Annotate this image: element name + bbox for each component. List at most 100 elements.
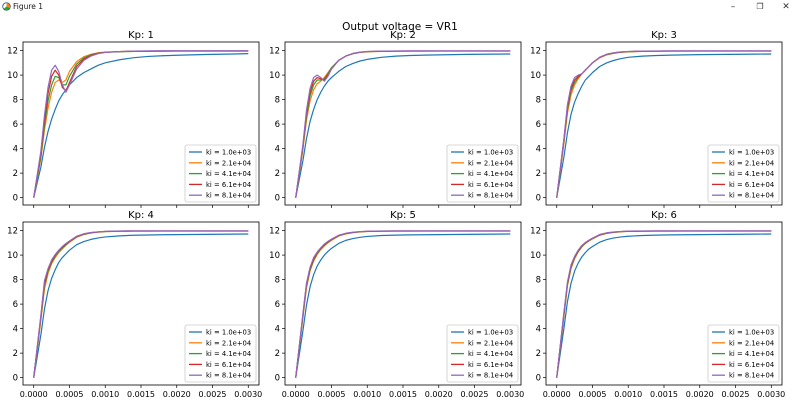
y-tick-label: 6 [13, 120, 18, 130]
maximize-button[interactable]: ❐ [756, 2, 764, 11]
series-line [295, 50, 511, 198]
legend-frame [446, 144, 519, 203]
plot-area [556, 50, 772, 198]
legend-label: ki = 4.1e+04 [206, 170, 251, 178]
legend-label: ki = 2.1e+04 [206, 339, 251, 347]
x-tick-label: 0.0015 [650, 390, 678, 399]
x-tick-label: 0.0020 [425, 390, 453, 399]
x-tick-label: 0.0020 [686, 390, 714, 399]
close-button[interactable]: ✕ [782, 2, 790, 12]
y-tick-label: 12 [530, 47, 541, 57]
legend-label: ki = 2.1e+04 [729, 339, 774, 347]
window-title: Figure 1 [13, 2, 44, 11]
y-tick-label: 6 [536, 300, 541, 310]
y-tick-label: 4 [13, 145, 18, 155]
y-tick-label: 10 [269, 251, 280, 261]
y-tick-label: 6 [13, 300, 18, 310]
series-line [556, 233, 772, 378]
subplot-title: Kp: 6 [651, 210, 677, 221]
y-tick-label: 10 [7, 251, 18, 261]
series-line [33, 230, 249, 378]
legend-label: ki = 4.1e+04 [468, 350, 513, 358]
x-tick-label: 0.0005 [317, 390, 345, 399]
legend-label: ki = 6.1e+04 [729, 181, 774, 189]
subplot-6: Kp: 6 0 2 4 6 8 10 12 0.0000 0.0005 0.0010 0.0015 0.… [530, 210, 785, 399]
legend-label: ki = 1.0e+03 [729, 329, 774, 337]
plot-area [556, 230, 772, 378]
y-tick-label: 2 [13, 349, 18, 359]
figure-canvas: Output voltage = VR1 Kp: 1 0 2 4 6 8 10 12 ki = … [7, 21, 785, 399]
y-tick-label: 8 [536, 96, 541, 106]
series-line [556, 53, 772, 198]
y-tick-label: 4 [536, 325, 541, 335]
x-tick-label: 0.0025 [199, 390, 227, 399]
minimize-button[interactable]: – [730, 2, 736, 12]
subplot-5: Kp: 5 0 2 4 6 8 10 12 0.0000 0.0005 0.0010 0.0015 0.… [269, 210, 524, 399]
y-tick-label: 8 [536, 276, 541, 286]
subplot-title: Kp: 5 [390, 210, 416, 221]
y-tick-label: 4 [13, 325, 18, 335]
axes-frame [284, 221, 522, 386]
legend-label: ki = 4.1e+04 [729, 350, 774, 358]
subplot-title: Kp: 1 [128, 30, 154, 41]
x-tick-label: 0.0030 [757, 390, 785, 399]
y-tick-label: 12 [7, 47, 18, 57]
y-tick-label: 0 [13, 194, 18, 204]
legend-label: ki = 2.1e+04 [729, 159, 774, 167]
legend-label: ki = 4.1e+04 [468, 170, 513, 178]
legend-label: ki = 2.1e+04 [468, 159, 513, 167]
legend-frame [446, 324, 519, 383]
y-tick-label: 8 [275, 276, 280, 286]
y-tick-label: 4 [536, 145, 541, 155]
y-tick-label: 10 [7, 71, 18, 81]
x-tick-label: 0.0005 [578, 390, 606, 399]
y-tick-label: 0 [275, 374, 280, 384]
y-tick-label: 12 [269, 227, 280, 237]
legend-frame [184, 144, 257, 203]
x-tick-label: 0.0015 [389, 390, 417, 399]
y-tick-label: 12 [269, 47, 280, 57]
subplot-4: Kp: 4 0 2 4 6 8 10 12 0.0000 0.0005 0.0010 0.0015 0.… [7, 210, 262, 399]
x-tick-label: 0.0025 [722, 390, 750, 399]
y-tick-label: 8 [13, 276, 18, 286]
y-tick-label: 12 [530, 227, 541, 237]
x-tick-label: 0.0010 [91, 390, 119, 399]
x-tick-label: 0.0015 [127, 390, 155, 399]
matplotlib-figure-icon [2, 2, 11, 11]
x-tick-label: 0.0030 [234, 390, 262, 399]
legend: ki = 1.0e+03 ki = 2.1e+04 ki = 4.1e+04 ki =… [446, 144, 519, 203]
series-line [33, 50, 249, 198]
window-titlebar: Figure 1 – ❐ ✕ [0, 0, 799, 14]
series-line [556, 50, 772, 198]
legend-frame [707, 144, 780, 203]
legend-label: ki = 2.1e+04 [206, 159, 251, 167]
legend-label: ki = 2.1e+04 [468, 339, 513, 347]
y-tick-label: 2 [275, 169, 280, 179]
legend-label: ki = 1.0e+03 [206, 149, 251, 157]
plot-area [295, 50, 511, 198]
y-tick-label: 2 [536, 169, 541, 179]
x-tick-label: 0.0020 [163, 390, 191, 399]
series-line [295, 233, 511, 378]
axes-frame [284, 41, 522, 206]
plot-area [295, 230, 511, 378]
y-tick-label: 8 [13, 96, 18, 106]
legend-label: ki = 1.0e+03 [729, 149, 774, 157]
x-tick-label: 0.0000 [20, 390, 48, 399]
legend-label: ki = 6.1e+04 [206, 361, 251, 369]
legend-label: ki = 8.1e+04 [729, 372, 774, 380]
y-tick-label: 0 [536, 194, 541, 204]
y-tick-label: 6 [275, 120, 280, 130]
legend-frame [184, 324, 257, 383]
plot-area [33, 230, 249, 378]
subplot-title: Kp: 2 [390, 30, 416, 41]
legend-label: ki = 6.1e+04 [206, 181, 251, 189]
x-tick-label: 0.0000 [543, 390, 571, 399]
y-tick-label: 8 [275, 96, 280, 106]
y-tick-label: 4 [275, 145, 280, 155]
legend-label: ki = 4.1e+04 [729, 170, 774, 178]
plot-area [33, 50, 249, 198]
legend: ki = 1.0e+03 ki = 2.1e+04 ki = 4.1e+04 ki =… [707, 144, 780, 203]
